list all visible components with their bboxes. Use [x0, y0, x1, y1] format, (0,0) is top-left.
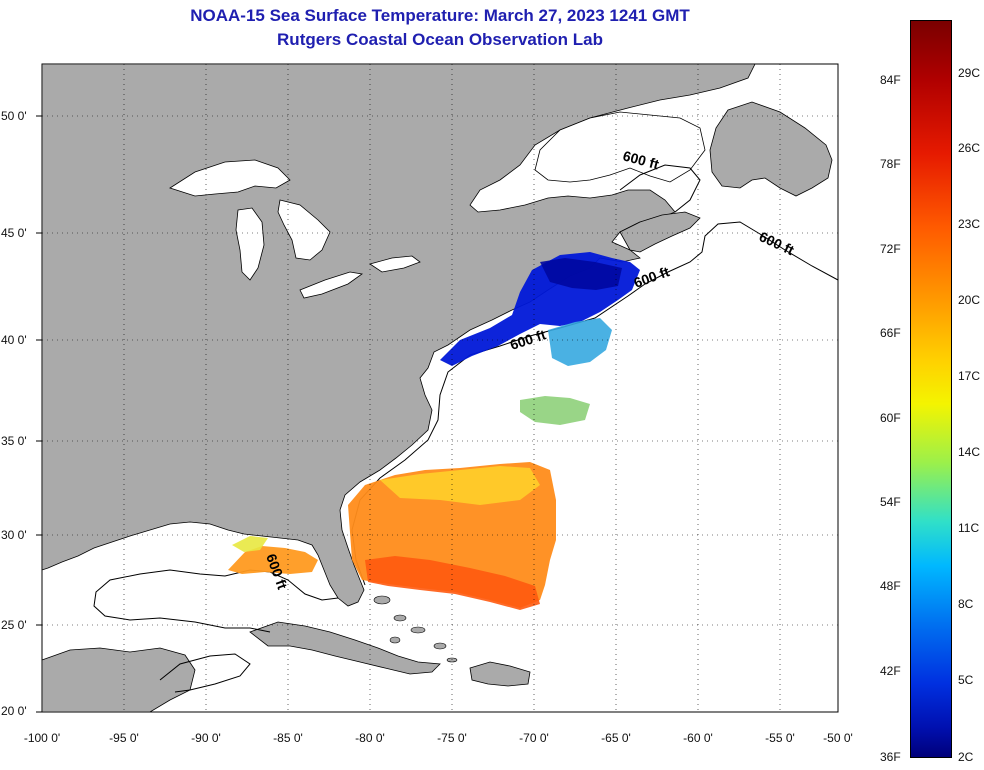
frame-ticks — [36, 115, 42, 713]
lon-label-70: -70 0' — [519, 731, 549, 745]
lat-label-25: 25 0' — [1, 618, 27, 632]
land-newfoundland — [709, 101, 833, 197]
lon-label-90: -90 0' — [191, 731, 221, 745]
lat-label-50: 50 0' — [1, 109, 27, 123]
lon-label-50: -50 0' — [823, 731, 853, 745]
graticule — [42, 64, 838, 712]
lon-label-60: -60 0' — [683, 731, 713, 745]
sst-mid-green — [520, 396, 590, 425]
lake-michigan — [235, 207, 265, 281]
cb-c-29: 29C — [958, 66, 981, 80]
cb-f-54: 54F — [880, 495, 901, 509]
cb-f-42: 42F — [880, 664, 901, 678]
lat-label-45: 45 0' — [1, 226, 27, 240]
land-hispaniola — [469, 661, 531, 687]
contour-stlawrence — [619, 164, 701, 213]
sst-gulf-yellow — [232, 536, 268, 552]
lake-erie — [299, 271, 364, 299]
cb-c-11: 11C — [958, 521, 980, 535]
gulf-st-lawrence — [534, 111, 706, 183]
lake-ontario — [369, 255, 421, 273]
lat-label-20: 20 0' — [1, 704, 27, 718]
map-title: NOAA-15 Sea Surface Temperature: March 2… — [190, 6, 690, 25]
cb-c-5: 5C — [958, 673, 974, 687]
cb-f-72: 72F — [880, 242, 901, 256]
lat-label-40: 40 0' — [1, 333, 27, 347]
cb-f-84: 84F — [880, 73, 901, 87]
contour-gulf-inner — [159, 653, 251, 693]
cb-c-26: 26C — [958, 141, 981, 155]
cb-c-23: 23C — [958, 217, 981, 231]
land-cuba — [249, 621, 441, 675]
sst-gulf-orange — [228, 546, 318, 574]
cb-c-2: 2C — [958, 750, 974, 764]
lon-label-75: -75 0' — [437, 731, 467, 745]
cb-f-60: 60F — [880, 411, 901, 425]
lon-label-100: -100 0' — [23, 731, 61, 745]
cb-f-66: 66F — [880, 326, 901, 340]
sst-warm-red — [365, 556, 540, 610]
contour-gulf — [93, 569, 339, 633]
cb-c-17: 17C — [958, 369, 981, 383]
lake-superior — [169, 159, 291, 197]
lat-label-35: 35 0' — [1, 434, 27, 448]
lon-label-80: -80 0' — [355, 731, 385, 745]
sst-mid-cyan — [548, 318, 612, 366]
cb-f-48: 48F — [880, 579, 901, 593]
sst-warm-yellow — [380, 466, 540, 505]
land-yucatan — [41, 647, 196, 713]
lon-label-55: -55 0' — [765, 731, 795, 745]
temperature-colorbar — [910, 20, 952, 758]
land-nova-scotia — [619, 211, 701, 253]
lat-label-30: 30 0' — [1, 528, 27, 542]
cb-f-78: 78F — [880, 157, 901, 171]
cb-c-8: 8C — [958, 597, 974, 611]
cb-f-36: 36F — [880, 750, 901, 764]
lake-huron — [277, 199, 331, 261]
lon-label-95: -95 0' — [109, 731, 139, 745]
sst-cold-navy — [540, 258, 622, 290]
cb-c-14: 14C — [958, 445, 981, 459]
map-subtitle: Rutgers Coastal Ocean Observation Lab — [277, 30, 603, 49]
lon-label-65: -65 0' — [601, 731, 631, 745]
cb-c-20: 20C — [958, 293, 981, 307]
lon-label-85: -85 0' — [273, 731, 303, 745]
